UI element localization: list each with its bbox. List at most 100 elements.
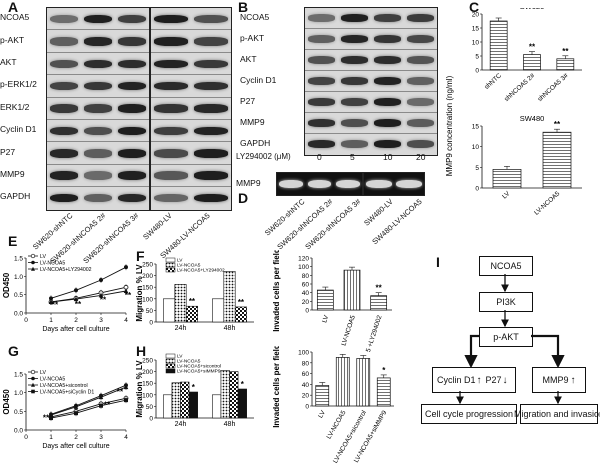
flow-pi3k-box: PI3K xyxy=(479,292,533,312)
significance-mark: ** xyxy=(104,401,111,410)
blot-row-label: Cyclin D1 xyxy=(240,74,277,85)
legend-label: LV-NCOA5 xyxy=(177,263,201,269)
blot-row xyxy=(305,92,437,113)
blot-row-label: P27 xyxy=(240,95,256,106)
bar xyxy=(234,306,247,323)
x-tick-label: 4 xyxy=(124,434,128,441)
blot-band xyxy=(49,193,79,203)
blot-band xyxy=(83,193,113,203)
group-label: 48h xyxy=(224,325,236,332)
blot-row xyxy=(47,30,149,53)
blot-row xyxy=(151,53,231,76)
bar xyxy=(343,269,361,311)
y-tick-label: 60 xyxy=(302,282,310,289)
blot-row xyxy=(151,142,231,165)
blot-band xyxy=(117,104,147,113)
dose-label: 20 xyxy=(416,152,426,162)
panel-label-b: B xyxy=(238,0,249,15)
series-line xyxy=(50,266,127,299)
blot-band xyxy=(117,171,147,180)
blot-band xyxy=(117,59,147,68)
bar xyxy=(489,20,508,71)
bar xyxy=(237,388,247,419)
panel-c-elisa-chart: 0 5 10 15 20 shNTC ** shNCOA5 2# ** shNCOA5 3# SW6… xyxy=(445,8,582,217)
y-tick-label: 0 xyxy=(475,68,479,75)
blot-row xyxy=(305,29,437,50)
y-tick-label: 0 xyxy=(149,320,153,327)
blot-band xyxy=(154,104,188,113)
panel-h-invasion-chart: 020406080100LVLV-NCOA5LV-NCOA5+sicontrol… xyxy=(272,346,394,465)
series-line xyxy=(50,399,127,419)
blot-row xyxy=(305,113,437,134)
blot-band xyxy=(194,149,228,158)
legend-label: LV-NCOA5+siCyclin D1 xyxy=(40,390,94,396)
bar xyxy=(315,385,330,407)
bar xyxy=(180,381,190,419)
y-tick-label: 1.5 xyxy=(14,256,23,263)
y-tick-label: 200 xyxy=(142,273,153,280)
blot-band xyxy=(83,37,113,46)
blot-row-label: AKT xyxy=(0,57,17,67)
blot-band xyxy=(406,98,435,107)
blot-row xyxy=(151,187,231,208)
significance-mark: ** xyxy=(100,296,107,305)
blot-band xyxy=(373,56,402,65)
panel-label-a: A xyxy=(8,0,19,15)
blot-row xyxy=(47,8,149,31)
blot-band xyxy=(340,77,369,86)
y-tick-label: 150 xyxy=(142,285,153,292)
legend-label: LV-NCOA5 xyxy=(40,261,65,267)
y-axis-label: Invaded cells per field xyxy=(272,250,281,332)
blot-panel-block xyxy=(46,7,150,211)
blot-row xyxy=(47,187,149,208)
blot-band xyxy=(307,56,336,65)
y-tick-label: 100 xyxy=(142,392,153,399)
blot-band xyxy=(340,56,369,65)
bar xyxy=(220,370,230,419)
blot-band xyxy=(406,35,435,44)
blot-row xyxy=(364,173,424,194)
legend-label: LV-NCOA5+sicontrol xyxy=(40,383,88,389)
bar xyxy=(370,295,388,311)
blot-band xyxy=(49,126,79,136)
legend-label: LV xyxy=(40,370,46,376)
flow-p27-label: P27 xyxy=(485,375,502,385)
bar xyxy=(212,298,225,323)
significance-mark: ** xyxy=(117,388,124,397)
significance-mark: ** xyxy=(238,298,245,307)
blot-row-label: MMP9 xyxy=(236,178,261,188)
y-tick-label: 10 xyxy=(472,144,480,151)
y-tick-label: 0 xyxy=(305,308,309,315)
bar xyxy=(171,382,181,419)
y-tick-label: 0.5 xyxy=(14,292,23,299)
category-label: LV xyxy=(321,314,330,324)
series-line xyxy=(50,384,127,415)
bar xyxy=(229,371,239,419)
flow-mmp9-label: MMP9 xyxy=(542,375,569,385)
category-label: LV-NCOA5 xyxy=(326,409,348,440)
blot-band xyxy=(49,149,79,158)
blot-row-label: GAPDH xyxy=(0,191,31,202)
y-axis-label: MMP9 concentration (ng/ml) xyxy=(445,75,454,176)
blot-band xyxy=(340,14,369,23)
legend-label: LV-NCOA5+LY294002 xyxy=(40,267,92,273)
blot-band xyxy=(83,81,113,91)
blot-row-label: AKT xyxy=(240,53,257,64)
y-tick-label: 1.5 xyxy=(14,372,23,379)
y-tick-label: 15 xyxy=(472,26,480,33)
significance-mark: ** xyxy=(125,291,132,300)
blot-row xyxy=(305,71,437,92)
bar xyxy=(188,391,198,419)
blot-band xyxy=(154,14,188,24)
flow-cyclin-p27-box: Cyclin D1 ↑ P27 ↓ xyxy=(432,367,516,393)
significance-mark: ** xyxy=(554,120,561,129)
significance-mark: ** xyxy=(52,301,59,310)
bar xyxy=(556,58,575,71)
data-point xyxy=(49,416,53,421)
blot-band xyxy=(366,179,392,188)
y-tick-label: 15 xyxy=(472,124,480,131)
blot-band xyxy=(117,149,147,158)
category-label: LV xyxy=(317,409,327,420)
dose-label: 10 xyxy=(383,152,393,162)
legend-label: LV-NCOA5+sicontrol xyxy=(177,364,221,370)
